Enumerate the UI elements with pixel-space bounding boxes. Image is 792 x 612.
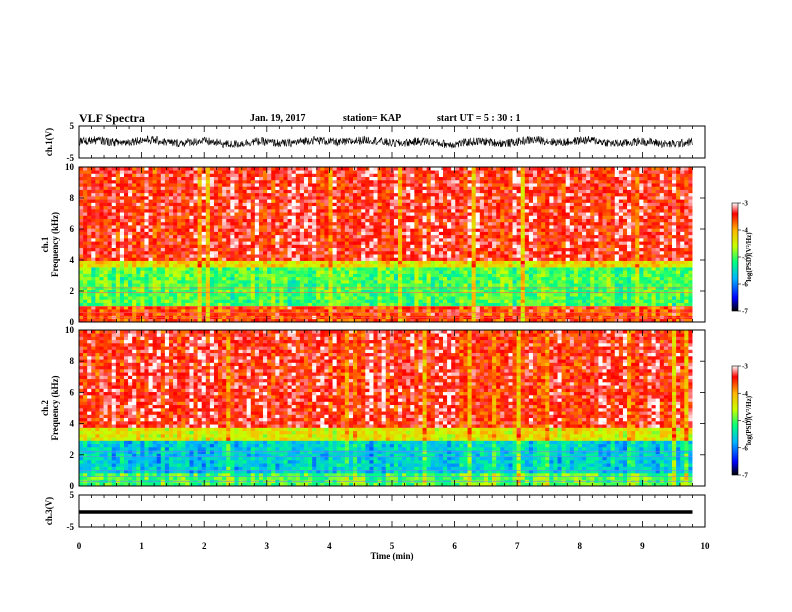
sp1-ytick-label: 4: [70, 255, 75, 265]
xtick-label: 0: [77, 541, 82, 551]
sp1-ylabel-freq: Frequency (kHz): [50, 212, 60, 277]
xtick-label: 3: [265, 541, 270, 551]
xtick-label: 5: [390, 541, 395, 551]
colorbar-tick-label: -7: [742, 308, 748, 316]
colorbar-tick-label: -7: [742, 472, 748, 480]
ch1-spectrogram: [79, 167, 705, 322]
sp2-ylabel-channel: ch.2: [40, 400, 50, 416]
colorbar-label: log(PSD)(V²/Hz): [745, 232, 753, 282]
sp2-ytick-label: 8: [70, 356, 75, 366]
ch2-spectrogram: [79, 330, 705, 486]
xtick-label: 9: [640, 541, 645, 551]
sp2-ytick-label: 6: [70, 387, 75, 397]
sp1-ylabel-channel: ch.1: [40, 236, 50, 252]
ch3-ytick-label: 5: [70, 490, 75, 500]
xaxis-label: Time (min): [370, 551, 413, 561]
ch3-ylabel: ch.3(V): [44, 497, 54, 525]
sp2-ytick-label: 10: [65, 325, 75, 335]
xtick-label: 7: [515, 541, 520, 551]
sp1-ytick-label: 8: [70, 193, 75, 203]
ch3-ytick-label: -5: [67, 522, 75, 532]
ch1-ytick-label: 5: [70, 121, 75, 131]
xtick-label: 2: [202, 541, 207, 551]
colorbar-2: [732, 366, 738, 475]
sp2-ytick-label: 2: [70, 450, 75, 460]
colorbar-1: [732, 203, 738, 311]
xtick-label: 1: [139, 541, 144, 551]
colorbar-label: log(PSD)(V²/Hz): [745, 395, 753, 445]
xtick-label: 8: [578, 541, 583, 551]
sp2-ytick-label: 4: [70, 419, 75, 429]
sp2-ylabel-freq: Frequency (kHz): [50, 375, 60, 440]
vlf-figure: 5-5024681002468105-5ch.1(V)ch.3(V)ch.1 Fr…: [0, 0, 792, 612]
sp1-ytick-label: 10: [65, 162, 75, 172]
colorbar-tick-label: -3: [742, 363, 748, 371]
xtick-label: 6: [452, 541, 457, 551]
xtick-label: 4: [327, 541, 332, 551]
xtick-label: 10: [701, 541, 711, 551]
colorbar-tick-label: -3: [742, 200, 748, 208]
sp1-ytick-label: 6: [70, 224, 75, 234]
sp1-ytick-label: 2: [70, 286, 75, 296]
ch1-waveform-trace: [79, 136, 693, 148]
ch1-ylabel: ch.1(V): [44, 128, 54, 156]
